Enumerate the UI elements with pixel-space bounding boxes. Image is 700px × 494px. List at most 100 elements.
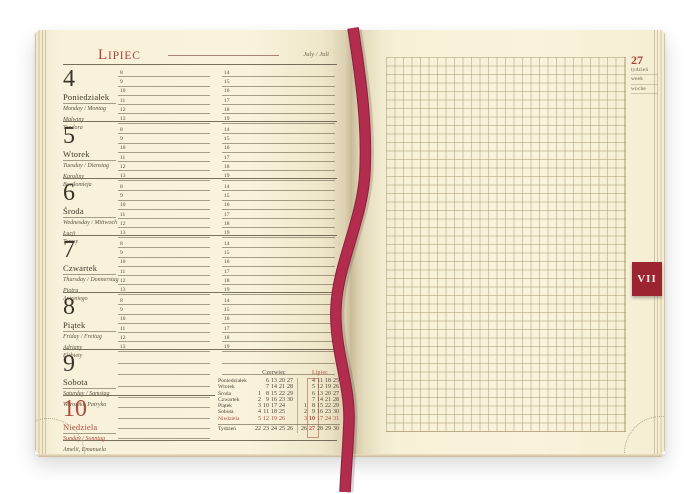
mini-day-number: 19	[271, 415, 277, 422]
week-label-de: woche	[631, 85, 657, 94]
writing-line: 16	[222, 258, 335, 267]
mini-day-number: 9	[312, 409, 315, 416]
day-name: Piątek	[63, 320, 116, 332]
month-title-translations: July / Juli	[303, 51, 329, 58]
mini-day-number: 8	[266, 390, 269, 397]
writing-line: 12	[118, 162, 210, 172]
month-title: Lipiec	[98, 47, 141, 63]
writing-line: 15	[222, 248, 335, 258]
time-label: 19	[224, 173, 230, 180]
mini-day-number: 17	[271, 403, 277, 410]
mini-day-number: 5	[312, 384, 315, 391]
page-header: Lipiec July / Juli	[63, 46, 337, 64]
week-number-box: 27 tydzień week woche	[631, 54, 663, 94]
calendar-corner	[218, 370, 254, 376]
writing-line	[222, 364, 335, 376]
time-label: 14	[224, 183, 230, 190]
corner-perforation-dots	[624, 416, 665, 454]
mini-day-number: 23	[279, 396, 285, 403]
writing-line: 14	[222, 125, 335, 135]
day-name-translations: Sunday / Sonntag	[63, 436, 105, 442]
mini-day-number: 16	[317, 409, 323, 416]
mini-day-number: 22	[325, 403, 331, 410]
writing-line: 14	[222, 239, 335, 249]
mini-week-number: 25	[278, 424, 286, 433]
time-label: 17	[224, 211, 230, 218]
thumb-tab-label: VII	[637, 273, 657, 285]
mini-day-number: 6	[266, 378, 269, 384]
time-label: 9	[120, 307, 123, 314]
saturday-slots	[118, 350, 210, 398]
writing-line: 15	[222, 77, 335, 87]
afternoon-slots: 14 15 16 17 18 19	[222, 65, 335, 124]
day-block-tuesday: 5 Wtorek Tuesday / Dienstag Karoliny Bar…	[63, 121, 337, 188]
mini-day-number: 10	[309, 415, 315, 422]
mini-day-number: 10	[263, 403, 269, 410]
day-namedays: Weroniki, Patryka	[63, 402, 107, 408]
mini-week-number: 24	[270, 424, 278, 433]
time-label: 15	[224, 250, 230, 257]
time-label: 16	[224, 316, 230, 323]
time-label: 13	[120, 230, 126, 237]
mini-day-number: 12	[263, 415, 269, 422]
day-info: 4 Poniedziałek Monday / Montag Malwiny T…	[63, 67, 116, 132]
writing-line: 14	[222, 68, 335, 78]
writing-line: 18	[222, 276, 335, 286]
time-label: 8	[120, 297, 123, 304]
day-rows: 4 Poniedziałek Monday / Montag Malwiny T…	[63, 64, 337, 453]
mini-day-number: 17	[317, 415, 323, 422]
morning-slots: 8 9 10 11 12 13	[118, 65, 210, 124]
time-label: 12	[120, 163, 126, 170]
mini-day-number: 30	[287, 396, 293, 403]
time-label: 12	[120, 220, 126, 227]
mini-day-number	[286, 416, 294, 422]
writing-line: 10	[118, 315, 210, 324]
time-label: 12	[120, 106, 126, 113]
mini-day-number: 31	[333, 415, 339, 422]
writing-line: 9	[118, 248, 210, 258]
afternoon-slots: 14 15 16 17 18 19	[222, 236, 335, 295]
calendar-month-divider	[297, 378, 298, 433]
mini-week-number: 28	[316, 424, 324, 433]
day-number: 9	[63, 351, 75, 377]
right-page-grid-notes: 27 tydzień week woche VII	[350, 30, 665, 454]
time-label: 8	[120, 126, 123, 133]
mini-day-number: 21	[325, 396, 331, 403]
mini-day-number: 16	[271, 396, 277, 403]
day-namedays: Malwiny Teodora	[63, 117, 84, 132]
time-label: 16	[224, 259, 230, 266]
mini-row-label: Piątek	[218, 403, 232, 410]
writing-line: 12	[118, 219, 210, 229]
writing-line: 13	[118, 228, 210, 238]
writing-line: 9	[118, 77, 210, 87]
writing-line: 17	[222, 96, 335, 106]
day-name: Niedziela	[63, 422, 116, 434]
day-namedays: Łucji Teresy	[63, 231, 79, 246]
time-label: 19	[224, 287, 230, 294]
time-label: 10	[120, 145, 126, 152]
time-label: 19	[224, 230, 230, 237]
writing-line	[118, 387, 210, 398]
writing-line	[222, 353, 335, 365]
writing-line: 8	[118, 182, 210, 192]
mini-day-number: 6	[312, 390, 315, 397]
mini-day-number: 3	[258, 403, 261, 410]
sunday-slots	[118, 395, 210, 440]
time-label: 16	[224, 202, 230, 209]
time-label: 18	[224, 220, 230, 227]
time-label: 15	[224, 307, 230, 314]
writing-line: 9	[118, 191, 210, 201]
mini-day-number: 7	[312, 396, 315, 403]
current-week-highlight	[307, 378, 319, 438]
writing-line: 16	[222, 87, 335, 96]
mini-month-left: Czerwiec	[262, 370, 286, 376]
time-label: 18	[224, 277, 230, 284]
writing-line: 8	[118, 68, 210, 78]
time-label: 13	[120, 116, 126, 123]
time-label: 18	[224, 334, 230, 341]
day-block-friday: 8 Piątek Friday / Freitag Adriany Elżbie…	[63, 292, 337, 359]
mini-day-number: 1	[258, 390, 261, 397]
mini-day-number: 14	[271, 384, 277, 391]
saturday-slots-right	[222, 350, 335, 376]
